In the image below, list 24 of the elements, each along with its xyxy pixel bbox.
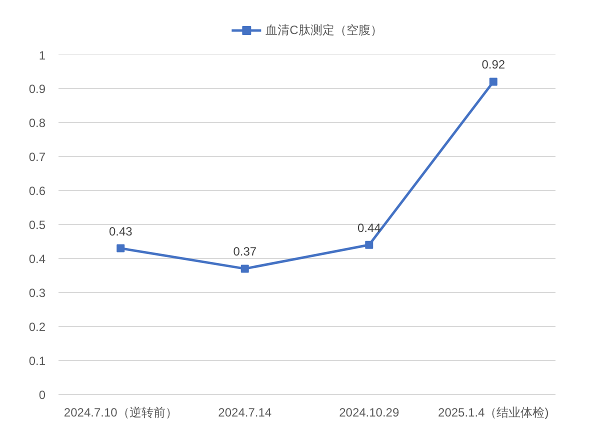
y-tick-label: 0.2 [28,320,46,334]
y-tick-label: 0.7 [28,150,46,164]
y-tick-label: 0.1 [28,354,46,368]
x-tick-label: 2024.10.29 [339,406,400,420]
y-tick-label: 0.3 [28,286,46,300]
data-label: 0.92 [482,58,506,72]
y-tick-label: 0.9 [28,82,46,96]
y-tick-label: 1 [38,48,46,62]
x-tick-label: 2025.1.4（结业体检) [438,406,549,420]
y-tick-label: 0.5 [28,218,46,232]
point [489,78,498,86]
x-tick-label: 2024.7.10（逆转前） [64,406,178,420]
legend-label: 血清C肽测定（空腹） [266,22,382,38]
data-label: 0.43 [108,224,133,238]
point [240,264,249,273]
y-tick-label: 0 [38,388,46,402]
point [116,244,125,252]
y-tick-label: 0.8 [28,116,46,130]
data-label: 0.44 [357,220,382,235]
x-tick-label: 2024.7.14 [218,406,272,420]
y-tick-label: 0.4 [28,252,46,266]
point [365,240,374,249]
data-label: 0.37 [233,244,257,259]
y-tick-label: 0.6 [28,184,46,198]
